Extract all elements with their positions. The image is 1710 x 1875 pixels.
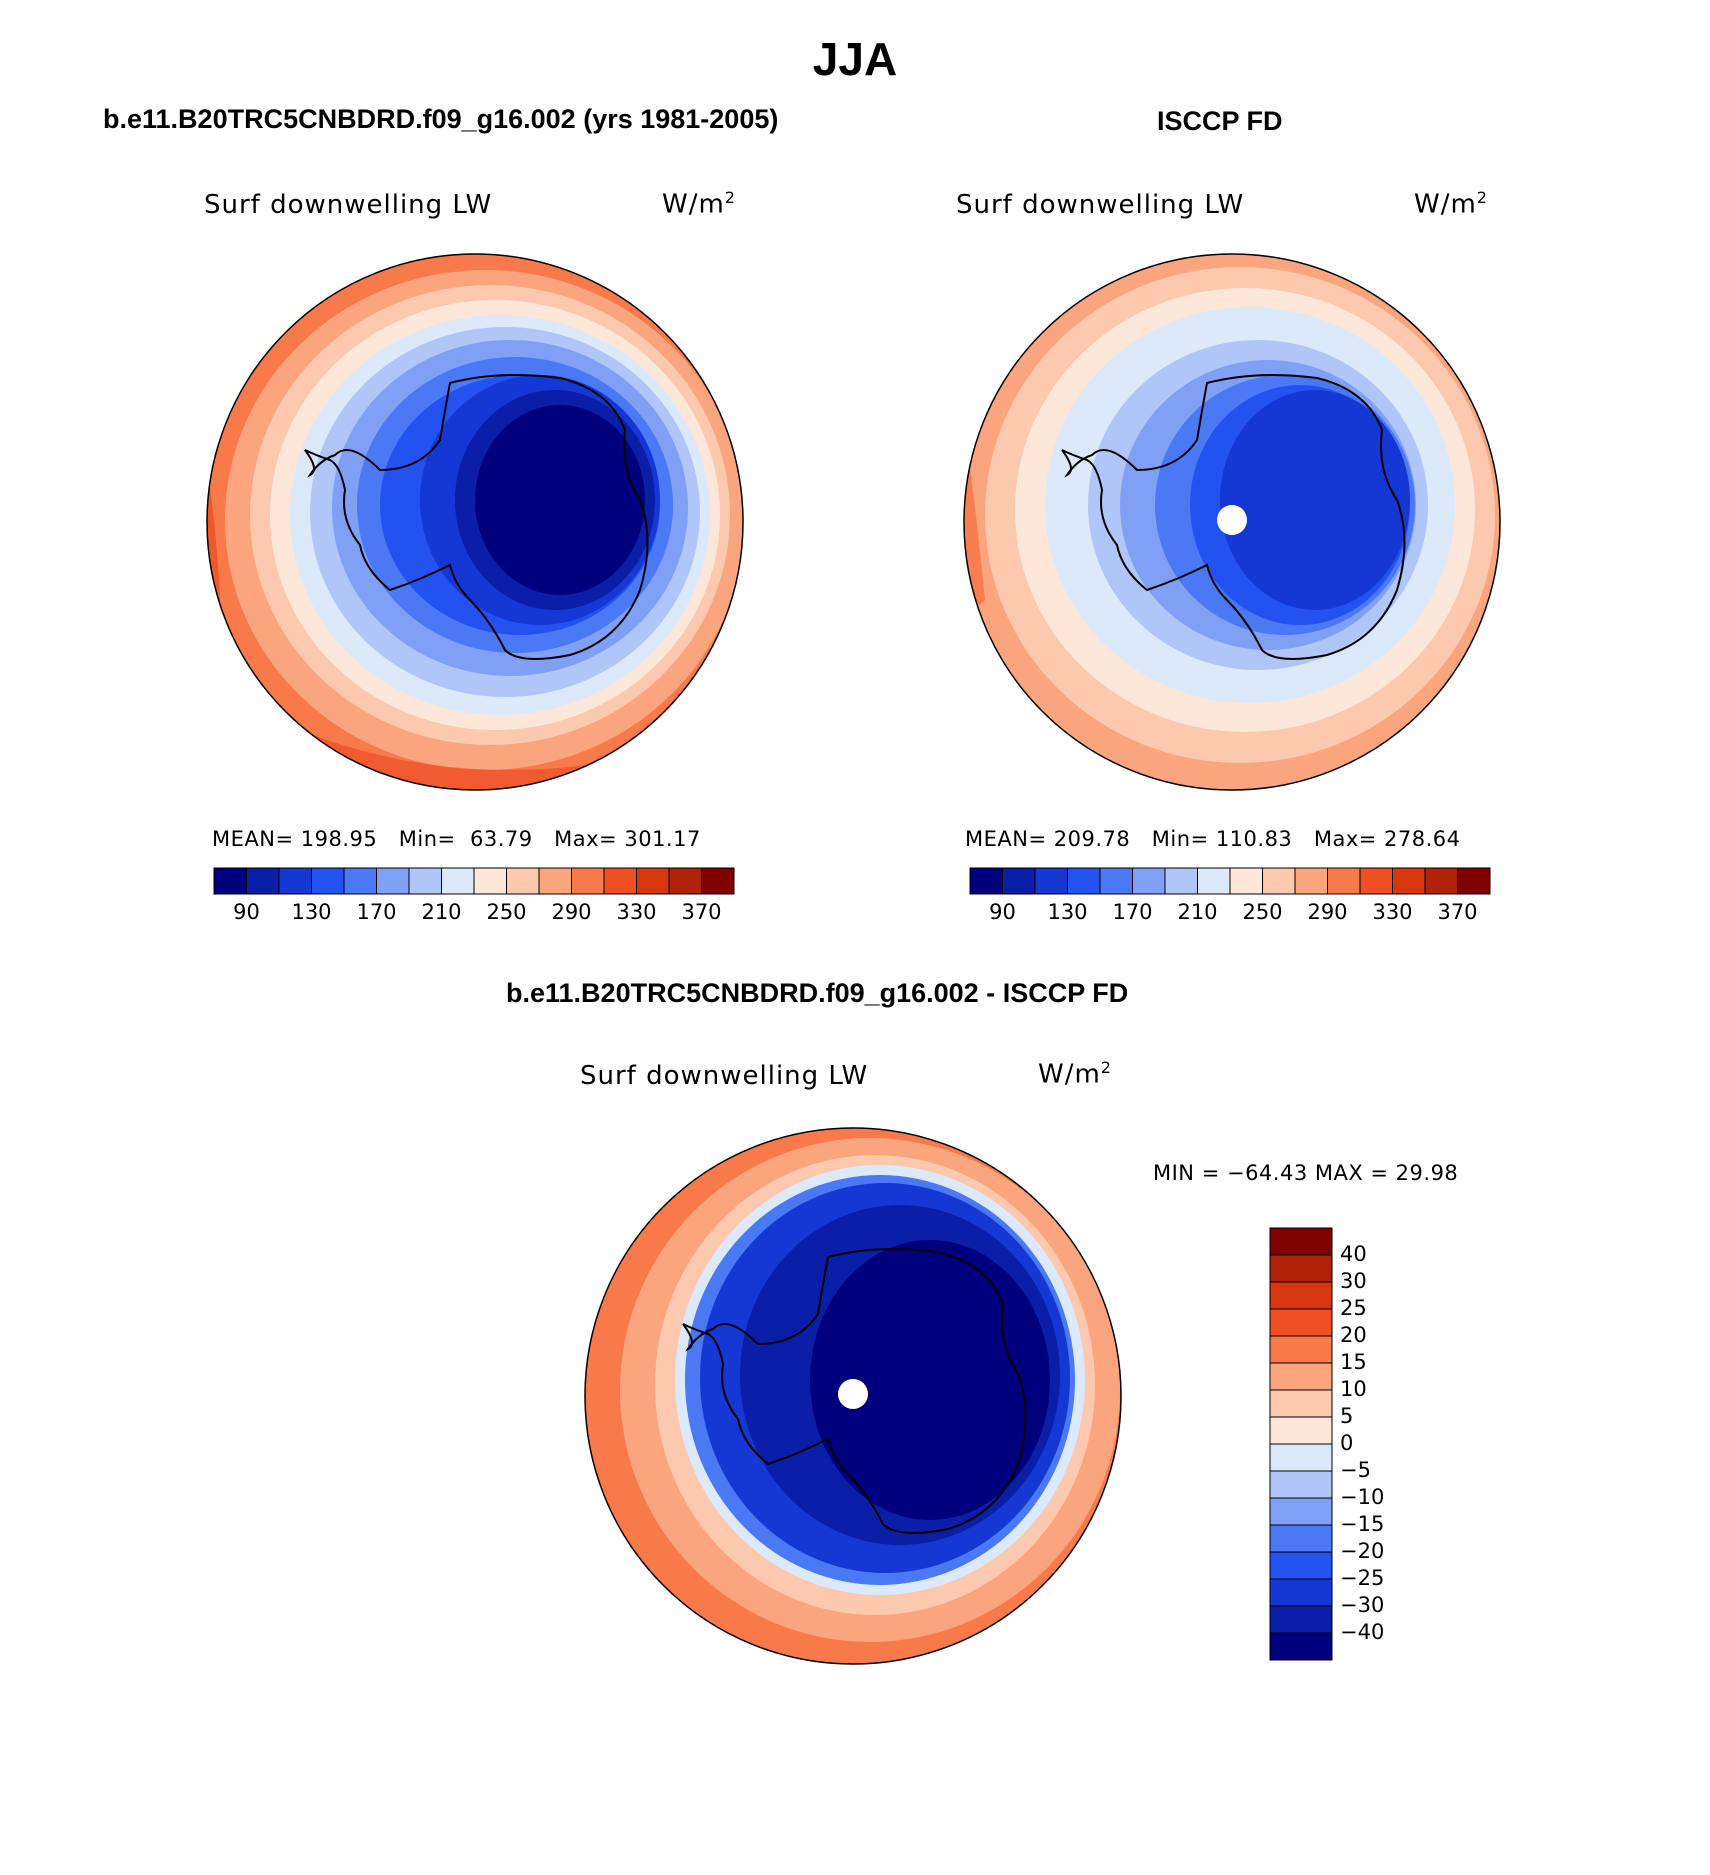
diff-variable-label: Surf downwelling LW	[580, 1061, 869, 1091]
colorbar-swatch	[408, 867, 442, 895]
colorbar-swatch	[1269, 1227, 1333, 1256]
colorbar-tick-label: 250	[1242, 900, 1283, 924]
colorbar-tick-label: −30	[1340, 1593, 1385, 1617]
colorbar-tick-label: 130	[1047, 900, 1088, 924]
colorbar-tick-label: 90	[233, 900, 260, 924]
colorbar-tick-label: 290	[551, 900, 592, 924]
diff-units-label: W/m2	[1038, 1058, 1112, 1090]
page-title: JJA	[812, 33, 898, 85]
colorbar-swatch	[1269, 1443, 1333, 1472]
colorbar-swatch	[441, 867, 475, 895]
colorbar-swatch	[1269, 1524, 1333, 1553]
colorbar-tick-label: 10	[1340, 1377, 1367, 1401]
colorbar-swatch	[1197, 867, 1231, 895]
colorbar-tick-label: −20	[1340, 1539, 1385, 1563]
colorbar-swatch	[1269, 1254, 1333, 1283]
obs-units-label: W/m2	[1414, 188, 1488, 220]
colorbar-swatch	[311, 867, 345, 895]
colorbar-swatch	[473, 867, 507, 895]
colorbar-swatch	[1269, 1308, 1333, 1337]
colorbar-tick-label: 15	[1340, 1350, 1367, 1374]
colorbar-tick-label: 0	[1340, 1431, 1354, 1455]
colorbar-swatch	[1269, 1605, 1333, 1634]
model-colorbar	[213, 867, 735, 895]
colorbar-swatch	[1269, 1470, 1333, 1499]
colorbar-swatch	[1229, 867, 1263, 895]
colorbar-swatch	[1132, 867, 1166, 895]
colorbar-swatch	[1269, 1389, 1333, 1418]
colorbar-tick-label: 210	[1177, 900, 1218, 924]
colorbar-swatch	[1269, 1632, 1333, 1661]
colorbar-tick-label: 170	[1112, 900, 1153, 924]
colorbar-swatch	[506, 867, 540, 895]
diff-panel-subtitle: b.e11.B20TRC5CNBDRD.f09_g16.002 - ISCCP …	[506, 978, 1129, 1008]
colorbar-swatch	[1392, 867, 1426, 895]
colorbar-tick-label: 20	[1340, 1323, 1367, 1347]
colorbar-tick-label: 40	[1340, 1242, 1367, 1266]
colorbar-tick-label: −10	[1340, 1485, 1385, 1509]
obs-colorbar	[969, 867, 1491, 895]
obs-variable-label: Surf downwelling LW	[956, 190, 1245, 220]
colorbar-swatch	[1359, 867, 1393, 895]
colorbar-tick-label: −5	[1340, 1458, 1371, 1482]
model-units-label: W/m2	[662, 188, 736, 220]
colorbar-tick-label: 370	[681, 900, 722, 924]
model-stats: MEAN= 198.95 Min= 63.79 Max= 301.17	[212, 827, 701, 851]
colorbar-swatch	[1002, 867, 1036, 895]
colorbar-tick-label: 250	[486, 900, 527, 924]
colorbar-swatch	[603, 867, 637, 895]
colorbar-swatch	[246, 867, 280, 895]
colorbar-swatch	[969, 867, 1003, 895]
colorbar-swatch	[278, 867, 312, 895]
colorbar-swatch	[1164, 867, 1198, 895]
colorbar-swatch	[1269, 1497, 1333, 1526]
model-panel-subtitle: b.e11.B20TRC5CNBDRD.f09_g16.002 (yrs 198…	[103, 104, 779, 134]
colorbar-swatch	[1294, 867, 1328, 895]
obs-stats: MEAN= 209.78 Min= 110.83 Max= 278.64	[965, 827, 1461, 851]
colorbar-swatch	[1067, 867, 1101, 895]
colorbar-swatch	[701, 867, 735, 895]
colorbar-swatch	[571, 867, 605, 895]
colorbar-swatch	[1269, 1335, 1333, 1364]
colorbar-tick-label: −40	[1340, 1620, 1385, 1644]
diff-colorbar	[1269, 1227, 1333, 1661]
colorbar-tick-label: 330	[616, 900, 657, 924]
colorbar-tick-label: 170	[356, 900, 397, 924]
colorbar-swatch	[636, 867, 670, 895]
colorbar-tick-label: −15	[1340, 1512, 1385, 1536]
colorbar-swatch	[1269, 1578, 1333, 1607]
colorbar-tick-label: 210	[421, 900, 462, 924]
colorbar-tick-label: 330	[1372, 900, 1413, 924]
colorbar-swatch	[1269, 1281, 1333, 1310]
colorbar-swatch	[538, 867, 572, 895]
colorbar-swatch	[1457, 867, 1491, 895]
colorbar-tick-label: 370	[1437, 900, 1478, 924]
colorbar-swatch	[376, 867, 410, 895]
colorbar-tick-label: −25	[1340, 1566, 1385, 1590]
colorbar-tick-label: 130	[291, 900, 332, 924]
colorbar-swatch	[1269, 1416, 1333, 1445]
colorbar-swatch	[1262, 867, 1296, 895]
colorbar-tick-label: 5	[1340, 1404, 1354, 1428]
colorbar-swatch	[213, 867, 247, 895]
colorbar-tick-label: 90	[989, 900, 1016, 924]
colorbar-tick-label: 290	[1307, 900, 1348, 924]
colorbar-swatch	[1034, 867, 1068, 895]
colorbar-swatch	[1327, 867, 1361, 895]
colorbar-tick-label: 30	[1340, 1269, 1367, 1293]
colorbar-swatch	[343, 867, 377, 895]
colorbar-swatch	[1269, 1362, 1333, 1391]
colorbar-swatch	[1424, 867, 1458, 895]
colorbar-swatch	[668, 867, 702, 895]
colorbar-swatch	[1099, 867, 1133, 895]
colorbar-tick-label: 25	[1340, 1296, 1367, 1320]
colorbar-swatch	[1269, 1551, 1333, 1580]
diff-minmax: MIN = −64.43 MAX = 29.98	[1153, 1161, 1459, 1185]
model-variable-label: Surf downwelling LW	[204, 190, 493, 220]
obs-panel-subtitle: ISCCP FD	[1157, 106, 1283, 136]
